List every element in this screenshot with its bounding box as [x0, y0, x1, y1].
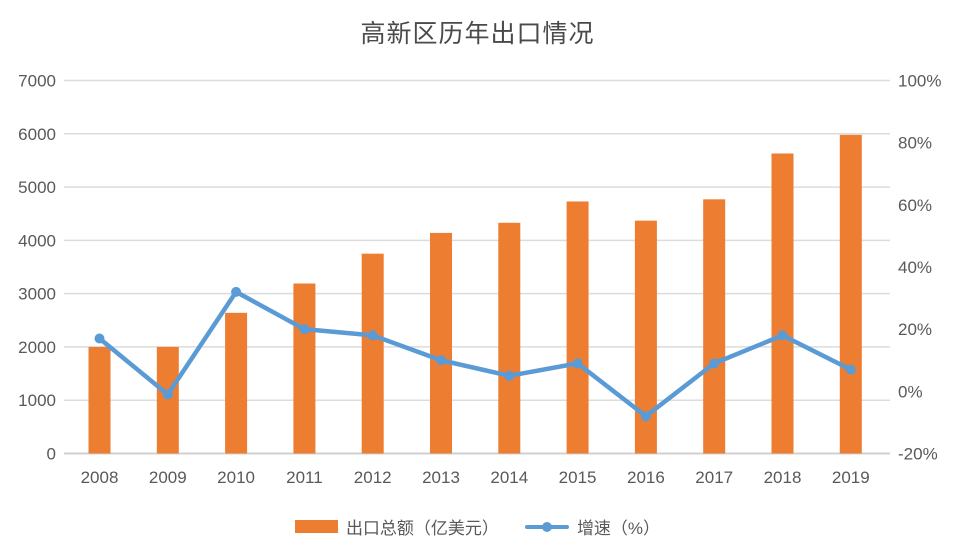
export-bar-2018: [771, 153, 794, 454]
x-axis-label: 2017: [695, 468, 733, 487]
x-axis-label: 2016: [627, 468, 665, 487]
export-bar-2019: [839, 134, 862, 454]
export-bar-2010: [225, 312, 248, 454]
bar-series-swatch: [294, 520, 338, 533]
line-swatch-marker-icon: [541, 521, 552, 532]
left-axis-tick-label: 4000: [18, 231, 56, 250]
x-axis-label: 2009: [149, 468, 187, 487]
growth-line-point-2013: [436, 355, 446, 366]
right-axis-tick-label: 80%: [898, 134, 932, 153]
export-bar-2009: [156, 346, 179, 454]
export-bar-2017: [703, 199, 726, 454]
export-bar-2012: [361, 253, 384, 454]
x-axis-label: 2015: [559, 468, 597, 487]
line-series-swatch: [524, 521, 569, 533]
left-axis-tick-label: 3000: [18, 285, 56, 304]
export-bar-2016: [634, 220, 657, 454]
export-bar-2008: [88, 346, 111, 454]
growth-line-point-2011: [299, 324, 310, 335]
left-axis-tick-label: 5000: [18, 178, 56, 197]
right-axis-tick-label: 20%: [898, 320, 932, 339]
legend: 出口总额（亿美元） 增速（%）: [0, 514, 955, 539]
left-axis-tick-label: 7000: [18, 72, 56, 91]
line-series-label: 增速（%）: [576, 519, 661, 538]
chart-title: 高新区历年出口情况: [360, 19, 595, 48]
x-axis-label: 2011: [286, 468, 323, 487]
left-axis-tick-label: 1000: [18, 391, 56, 410]
growth-line-point-2018: [777, 330, 788, 341]
x-axis-label: 2019: [832, 468, 870, 487]
growth-line-point-2012: [367, 330, 378, 341]
x-axis-label: 2012: [354, 468, 392, 487]
left-axis-tick-label: 6000: [18, 125, 56, 144]
right-axis-tick-label: 40%: [898, 258, 932, 277]
growth-line-point-2017: [709, 358, 720, 369]
left-axis-tick-label: 0: [47, 445, 56, 464]
right-axis-tick-label: 60%: [898, 196, 932, 215]
growth-line-point-2015: [572, 358, 583, 369]
x-axis-label: 2010: [217, 468, 255, 487]
growth-line: [97, 289, 854, 419]
x-axis-label: 2018: [764, 468, 802, 487]
growth-line-point-2016: [640, 411, 651, 422]
growth-line-point-2019: [845, 364, 856, 375]
growth-line-point-2008: [94, 333, 105, 344]
x-axis-label: 2008: [81, 468, 119, 487]
export-bar-2014: [498, 222, 521, 454]
x-axis-label: 2014: [490, 468, 528, 487]
right-axis-tick-label: 0%: [898, 382, 923, 401]
export-bar-2013: [430, 232, 452, 454]
export-bar-2015: [566, 201, 589, 454]
right-axis-tick-label: -20%: [898, 445, 938, 464]
growth-line-point-2014: [504, 370, 515, 381]
right-axis-tick-label: 100%: [898, 72, 941, 91]
growth-line-point-2009: [162, 389, 173, 400]
export-bar-2011: [293, 283, 316, 454]
left-axis-tick-label: 2000: [18, 338, 56, 357]
bar-series-label: 出口总额（亿美元）: [345, 519, 499, 538]
x-axis-label: 2013: [422, 468, 460, 487]
growth-line-point-2010: [231, 286, 242, 297]
